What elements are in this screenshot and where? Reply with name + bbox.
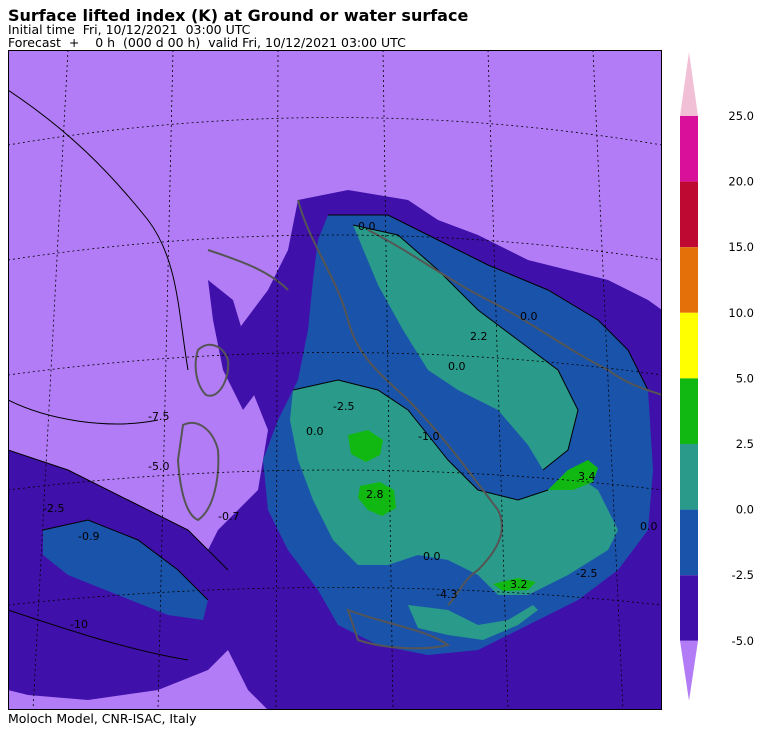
colorbar-tick-label: 2.5 xyxy=(736,437,754,451)
contour-label: 3.2 xyxy=(510,578,528,591)
colorbar: 25.0 20.0 15.0 10.0 5.0 2.5 0.0 -2.5 -5.0 xyxy=(680,52,754,701)
colorbar-bottom-arrow xyxy=(680,640,698,701)
colorbar-segment xyxy=(680,181,698,248)
contour-label: -5.0 xyxy=(148,460,169,473)
region-green-1 xyxy=(348,430,383,462)
region-green-4 xyxy=(493,578,536,591)
region-green-2 xyxy=(358,482,396,516)
contour-label: -10 xyxy=(70,618,88,631)
contour-label: -2.5 xyxy=(43,502,64,515)
contour-label: 2.8 xyxy=(366,488,384,501)
region-blue-southwest xyxy=(43,520,208,620)
contour-label: 0.0 xyxy=(306,425,324,438)
lat-lon-grid xyxy=(8,50,662,710)
contour-label: -7.5 xyxy=(148,410,169,423)
contour-label: 0.0 xyxy=(358,220,376,233)
model-credit: Moloch Model, CNR-ISAC, Italy xyxy=(8,711,197,726)
colorbar-segment xyxy=(680,575,698,641)
contour-label: 0.0 xyxy=(423,550,441,563)
colorbar-tick-label: 10.0 xyxy=(728,306,754,320)
map-frame xyxy=(8,50,662,710)
region-green-3 xyxy=(548,460,598,490)
colorbar-tick-label: 5.0 xyxy=(736,371,754,385)
colorbar-tick-label: -2.5 xyxy=(732,568,754,582)
initial-time-label: Initial time Fri, 10/12/2021 03:00 UTC xyxy=(8,22,251,37)
contour-label: 0.0 xyxy=(520,310,538,323)
contour-label: -1.0 xyxy=(418,430,439,443)
contour-label: 3.4 xyxy=(578,470,596,483)
contour-label: -2.5 xyxy=(576,567,597,580)
contour-label: -0.9 xyxy=(78,530,99,543)
colorbar-segment xyxy=(680,247,698,313)
colorbar-tick-label: -5.0 xyxy=(732,634,754,648)
contour-lines xyxy=(8,89,649,661)
contour-label: -2.5 xyxy=(333,400,354,413)
chart-title: Surface lifted index (K) at Ground or wa… xyxy=(8,6,469,25)
colorbar-segment xyxy=(680,378,698,444)
colorbar-tick-label: 20.0 xyxy=(728,175,754,189)
forecast-label: Forecast + 0 h (000 d 00 h) valid Fri, 1… xyxy=(8,35,406,50)
colorbar-segment xyxy=(680,116,698,182)
contour-label: -4.3 xyxy=(436,588,457,601)
colorbar-segment xyxy=(680,509,698,576)
colorbar-labels: 25.0 20.0 15.0 10.0 5.0 2.5 0.0 -2.5 -5.0 xyxy=(728,109,754,648)
contour-label: 0.0 xyxy=(640,520,658,533)
lifted-index-map: 0.0 2.2 0.0 0.0 -1.0 -2.5 2.8 3.4 0.0 3.… xyxy=(8,50,662,710)
colorbar-top-arrow xyxy=(680,52,698,116)
region-dark-violet-wedge xyxy=(208,280,258,410)
coastlines xyxy=(176,199,662,650)
colorbar-segment xyxy=(680,312,698,379)
region-teal-south xyxy=(408,605,538,640)
contour-label: 0.0 xyxy=(448,360,466,373)
colorbar-segments xyxy=(680,116,698,701)
colorbar-tick-label: 25.0 xyxy=(728,109,754,123)
region-teal-adriatic xyxy=(353,225,578,470)
contour-label: -0.7 xyxy=(218,510,239,523)
colorbar-tick-label: 15.0 xyxy=(728,240,754,254)
colorbar-tick-label: 0.0 xyxy=(736,503,754,517)
colorbar-segment xyxy=(680,444,698,510)
contour-label: 2.2 xyxy=(470,330,488,343)
